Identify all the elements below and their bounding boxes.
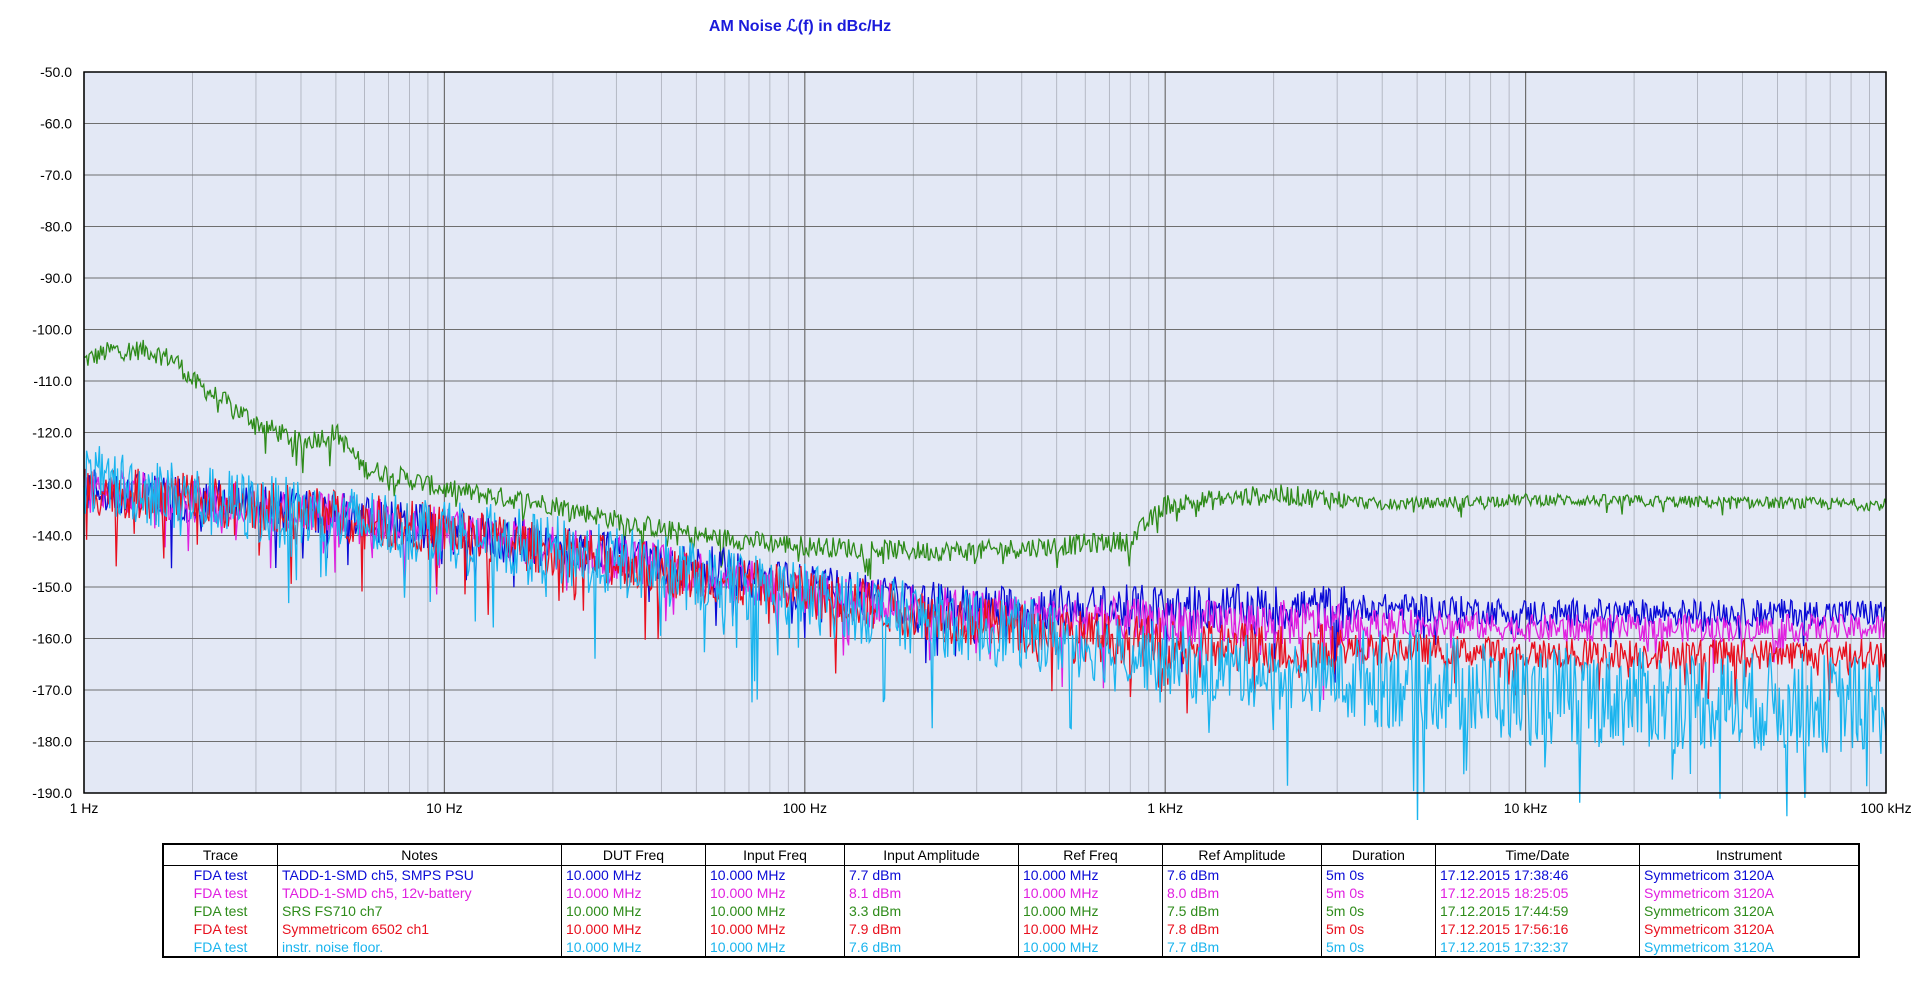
chart-title: AM Noise ℒ(f) in dBc/Hz <box>708 18 892 35</box>
legend-cell: 10.000 MHz <box>705 865 845 884</box>
y-tick-labels: -50.0 -60.0 -70.0 -80.0 -90.0 -100.0 -110.0 -12… <box>32 64 72 801</box>
legend-cell: 7.7 dBm <box>844 865 1019 884</box>
y-tick-label: -190.0 <box>32 785 72 801</box>
x-tick-label: 1 kHz <box>1147 800 1183 816</box>
legend-header-cell: Trace <box>162 843 278 866</box>
legend-cell: 10.000 MHz <box>561 884 706 902</box>
legend-header-cell: Time/Date <box>1435 843 1640 866</box>
legend-cell: Symmetricom 3120A <box>1639 865 1860 884</box>
legend-cell: SRS FS710 ch7 <box>277 902 562 920</box>
legend-header-cell: DUT Freq <box>561 843 706 866</box>
legend-cell: FDA test <box>162 920 278 938</box>
legend-body: FDA test TADD-1-SMD ch5, SMPS PSU 10.000 M… <box>162 865 1860 957</box>
legend-row: FDA test TADD-1-SMD ch5, SMPS PSU 10.000 M… <box>162 865 1860 884</box>
legend-cell: Symmetricom 3120A <box>1639 902 1860 920</box>
legend-cell: 17.12.2015 17:44:59 <box>1435 902 1640 920</box>
series-layer <box>83 339 1887 820</box>
y-tick-label: -150.0 <box>32 579 72 595</box>
x-tick-labels: 1 Hz 10 Hz 100 Hz 1 kHz 10 kHz 100 kHz <box>70 800 1912 816</box>
legend-cell: 5m 0s <box>1321 902 1436 920</box>
y-tick-label: -90.0 <box>40 270 72 286</box>
legend-cell: 17.12.2015 17:56:16 <box>1435 920 1640 938</box>
legend-header-cell: Duration <box>1321 843 1436 866</box>
y-tick-label: -60.0 <box>40 116 72 132</box>
y-tick-label: -120.0 <box>32 425 72 441</box>
legend-cell: 10.000 MHz <box>561 920 706 938</box>
legend-cell: 5m 0s <box>1321 865 1436 884</box>
legend-header-row: Trace Notes DUT Freq Input Freq Input Amplit… <box>162 843 1860 866</box>
y-tick-label: -80.0 <box>40 219 72 235</box>
legend-cell: Symmetricom 3120A <box>1639 938 1860 957</box>
y-tick-label: -70.0 <box>40 167 72 183</box>
legend-cell: 10.000 MHz <box>705 938 845 957</box>
legend-cell: 17.12.2015 17:32:37 <box>1435 938 1640 957</box>
legend-cell: 10.000 MHz <box>561 902 706 920</box>
x-tick-label: 100 Hz <box>783 800 827 816</box>
legend-cell: Symmetricom 6502 ch1 <box>277 920 562 938</box>
y-tick-label: -100.0 <box>32 322 72 338</box>
legend-cell: TADD-1-SMD ch5, SMPS PSU <box>277 865 562 884</box>
x-tick-label: 100 kHz <box>1860 800 1911 816</box>
legend-cell: 7.9 dBm <box>844 920 1019 938</box>
legend-cell: 10.000 MHz <box>1018 902 1163 920</box>
x-tick-label: 1 Hz <box>70 800 99 816</box>
legend-row: FDA test Symmetricom 6502 ch1 10.000 MHz 10… <box>162 920 1860 938</box>
legend-cell: FDA test <box>162 938 278 957</box>
legend-cell: 5m 0s <box>1321 938 1436 957</box>
legend-cell: TADD-1-SMD ch5, 12v-battery <box>277 884 562 902</box>
legend-cell: 17.12.2015 18:25:05 <box>1435 884 1640 902</box>
legend-cell: 7.6 dBm <box>1162 865 1322 884</box>
x-tick-label: 10 kHz <box>1504 800 1548 816</box>
legend-row: FDA test TADD-1-SMD ch5, 12v-battery 10.00… <box>162 884 1860 902</box>
legend-cell: 7.5 dBm <box>1162 902 1322 920</box>
legend-cell: 10.000 MHz <box>1018 920 1163 938</box>
legend-header-cell: Notes <box>277 843 562 866</box>
legend-row: FDA test instr. noise floor. 10.000 MHz 10.… <box>162 938 1860 957</box>
legend-cell: 10.000 MHz <box>705 884 845 902</box>
legend-cell: FDA test <box>162 902 278 920</box>
series-line <box>83 446 1887 820</box>
legend-cell: 5m 0s <box>1321 884 1436 902</box>
legend-cell: FDA test <box>162 865 278 884</box>
y-tick-label: -160.0 <box>32 631 72 647</box>
legend-header-cell: Input Amplitude <box>844 843 1019 866</box>
legend-cell: 8.0 dBm <box>1162 884 1322 902</box>
x-tick-label: 10 Hz <box>426 800 463 816</box>
plot-frame <box>83 71 1887 794</box>
legend-header-cell: Ref Amplitude <box>1162 843 1322 866</box>
legend-header-cell: Instrument <box>1639 843 1860 866</box>
legend-cell: Symmetricom 3120A <box>1639 920 1860 938</box>
legend-row: FDA test SRS FS710 ch7 10.000 MHz 10.000 MH… <box>162 902 1860 920</box>
legend-cell: 17.12.2015 17:38:46 <box>1435 865 1640 884</box>
legend-cell: 3.3 dBm <box>844 902 1019 920</box>
y-tick-label: -50.0 <box>40 64 72 80</box>
legend-cell: 10.000 MHz <box>561 865 706 884</box>
legend-cell: 10.000 MHz <box>1018 884 1163 902</box>
am-noise-plot: -50.0 -60.0 -70.0 -80.0 -90.0 -100.0 -110.0 -12… <box>32 64 1912 820</box>
legend-cell: 7.6 dBm <box>844 938 1019 957</box>
legend-cell: instr. noise floor. <box>277 938 562 957</box>
legend-cell: Symmetricom 3120A <box>1639 884 1860 902</box>
trace-legend-table: Trace Notes DUT Freq Input Freq Input Amplit… <box>162 843 1860 958</box>
legend-cell: 8.1 dBm <box>844 884 1019 902</box>
y-tick-label: -180.0 <box>32 734 72 750</box>
legend-cell: 7.8 dBm <box>1162 920 1322 938</box>
y-tick-label: -140.0 <box>32 528 72 544</box>
series-line <box>84 339 1887 580</box>
legend-cell: 10.000 MHz <box>705 902 845 920</box>
legend-header-cell: Input Freq <box>705 843 845 866</box>
legend-cell: 10.000 MHz <box>1018 938 1163 957</box>
legend-cell: 5m 0s <box>1321 920 1436 938</box>
legend-cell: 10.000 MHz <box>705 920 845 938</box>
grid-lines <box>83 71 1887 794</box>
legend-cell: 10.000 MHz <box>1018 865 1163 884</box>
y-tick-label: -130.0 <box>32 476 72 492</box>
legend-cell: FDA test <box>162 884 278 902</box>
legend-cell: 7.7 dBm <box>1162 938 1322 957</box>
legend-cell: 10.000 MHz <box>561 938 706 957</box>
y-tick-label: -110.0 <box>33 373 72 389</box>
y-tick-label: -170.0 <box>32 682 72 698</box>
legend-header-cell: Ref Freq <box>1018 843 1163 866</box>
